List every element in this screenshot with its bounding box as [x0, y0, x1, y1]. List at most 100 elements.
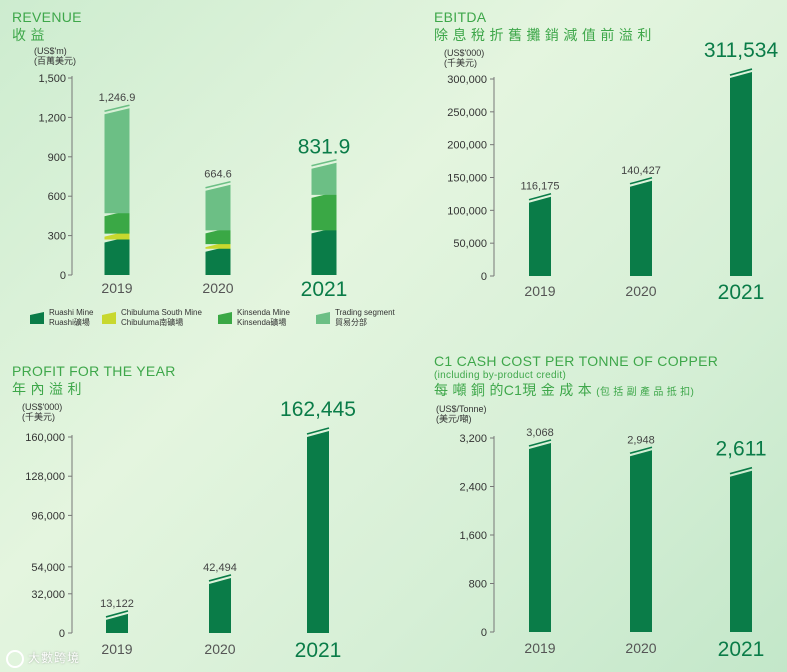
ebitda-x-label: 2020: [625, 283, 656, 299]
c1-bar-cap: [629, 446, 653, 455]
c1-y-tick-label: 3,200: [459, 433, 487, 445]
legend-swatch-ruashi: [30, 312, 44, 324]
ebitda-y-tick-label: 300,000: [447, 74, 487, 86]
c1-bar-cap: [729, 466, 753, 475]
c1-title-zh: 每 噸 銅 的C1現 金 成 本 (包 括 副 產 品 抵 扣): [434, 381, 718, 402]
ebitda-title-zh: 除 息 稅 折 舊 攤 銷 減 值 前 溢 利: [434, 27, 652, 43]
profit-bar: [209, 577, 231, 633]
c1-y-tick-label: 2,400: [459, 482, 487, 494]
c1-unit: (US$/Tonne) (美元/噸): [436, 404, 487, 424]
ebitda-unit-en: (US$'000): [444, 48, 485, 58]
ebitda-y-tick-label: 200,000: [447, 140, 487, 152]
ebitda-title-en: EBITDA: [434, 9, 487, 25]
c1-unit-zh: (美元/噸): [436, 414, 472, 424]
revenue-x-label: 2020: [202, 280, 233, 296]
c1-unit-en: (US$/Tonne): [436, 404, 487, 414]
revenue-y-tick-label: 900: [48, 152, 66, 164]
c1-y-tick-label: 800: [469, 579, 487, 591]
legend-label-kinsenda-zh: Kinsenda礦場: [237, 318, 287, 327]
ebitda-y-tick-label: 0: [481, 271, 487, 283]
profit-title: PROFIT FOR THE YEAR 年 內 溢 利: [12, 362, 176, 398]
ebitda-unit: (US$'000) (千美元): [444, 48, 484, 68]
revenue-y-tick-label: 600: [48, 191, 66, 203]
legend-swatch-kinsenda: [218, 312, 232, 324]
revenue-y-tick-label: 300: [48, 231, 66, 243]
revenue-bar-segment: [205, 184, 231, 231]
profit-bar-cap: [306, 427, 330, 435]
c1-bar: [730, 470, 752, 632]
ebitda-bar: [529, 196, 551, 276]
profit-x-label: 2021: [295, 639, 342, 662]
revenue-bar-cap: [104, 104, 130, 113]
ebitda-x-label: 2021: [718, 281, 765, 304]
profit-y-tick-label: 32,000: [31, 589, 65, 601]
ebitda-y-tick-label: 50,000: [453, 238, 487, 250]
revenue-bar-segment: [205, 227, 231, 245]
c1-value-label: 2,611: [716, 438, 767, 461]
revenue-y-tick-label: 0: [60, 270, 66, 282]
profit-title-en: PROFIT FOR THE YEAR: [12, 363, 176, 379]
revenue-x-label: 2021: [301, 278, 348, 301]
c1-x-label: 2021: [718, 638, 765, 661]
legend-label-trading-zh: 貿易分部: [335, 318, 367, 327]
c1-title-zh-note: (包 括 副 產 品 抵 扣): [596, 387, 695, 398]
ebitda-bar: [730, 72, 752, 276]
ebitda-unit-zh: (千美元): [444, 58, 477, 68]
ebitda-bar-cap: [629, 177, 653, 185]
c1-y-tick-label: 1,600: [459, 530, 487, 542]
revenue-y-tick-label: 1,500: [38, 73, 66, 85]
profit-bar: [307, 431, 329, 633]
revenue-unit-zh: (百萬美元): [34, 56, 76, 66]
c1-value-label: 3,068: [526, 427, 554, 439]
c1-bar: [630, 450, 652, 632]
revenue-bar-segment: [205, 245, 231, 275]
c1-bar: [529, 443, 551, 632]
revenue-title-zh: 收 益: [12, 27, 45, 43]
profit-bar-cap: [105, 610, 129, 618]
revenue-total-label: 831.9: [298, 136, 351, 159]
legend-label-ruashi-zh: Ruashi礦場: [49, 318, 90, 327]
legend-label-ruashi: Ruashi Mine: [49, 308, 94, 317]
ebitda-y-tick-label: 150,000: [447, 173, 487, 185]
ebitda-bar-cap: [528, 192, 552, 201]
legend-label-kinsenda: Kinsenda Mine: [237, 308, 290, 317]
ebitda-bar-cap: [729, 68, 753, 76]
c1-title-zh-main: 每 噸 銅 的C1現 金 成 本: [434, 382, 593, 398]
c1-bar-cap: [528, 439, 552, 447]
revenue-total-label: 664.6: [204, 169, 232, 181]
ebitda-bar: [630, 180, 652, 276]
profit-unit: (US$'000) (千美元): [22, 402, 62, 422]
profit-unit-en: (US$'000): [22, 402, 63, 412]
revenue-title: REVENUE 收 益: [12, 8, 82, 44]
revenue-y-tick-label: 1,200: [38, 112, 66, 124]
c1-value-label: 2,948: [627, 434, 655, 446]
profit-y-tick-label: 0: [59, 628, 65, 640]
profit-y-tick-label: 96,000: [31, 510, 65, 522]
c1-subtitle: (including by-product credit): [434, 370, 567, 381]
legend-label-chibuluma-zh: Chibuluma南礦場: [121, 318, 184, 327]
profit-bar-cap: [208, 574, 232, 582]
profit-bar: [106, 613, 128, 633]
revenue-unit: (US$'m) (百萬美元): [34, 46, 76, 66]
revenue-bar-segment: [311, 227, 337, 275]
revenue-title-en: REVENUE: [12, 9, 82, 25]
c1-title-en: C1 CASH COST PER TONNE OF COPPER: [434, 353, 719, 369]
revenue-bar-cap: [205, 180, 231, 189]
revenue-bar-segment: [311, 191, 337, 231]
profit-y-tick-label: 160,000: [25, 432, 65, 444]
ebitda-y-tick-label: 100,000: [447, 205, 487, 217]
profit-title-zh: 年 內 溢 利: [12, 381, 82, 397]
ebitda-y-tick-label: 250,000: [447, 107, 487, 119]
profit-value-label: 42,494: [203, 562, 237, 574]
legend-label-trading: Trading segment: [335, 308, 395, 317]
revenue-bar-segment: [104, 108, 130, 214]
revenue-total-label: 1,246.9: [99, 92, 136, 104]
revenue-unit-en: (US$'m): [34, 46, 67, 56]
c1-y-tick-label: 0: [481, 627, 487, 639]
ebitda-title: EBITDA 除 息 稅 折 舊 攤 銷 減 值 前 溢 利: [434, 8, 652, 44]
ebitda-value-label: 116,175: [521, 181, 560, 193]
watermark: 大數跨境: [6, 649, 80, 668]
legend-swatch-trading: [316, 312, 330, 324]
